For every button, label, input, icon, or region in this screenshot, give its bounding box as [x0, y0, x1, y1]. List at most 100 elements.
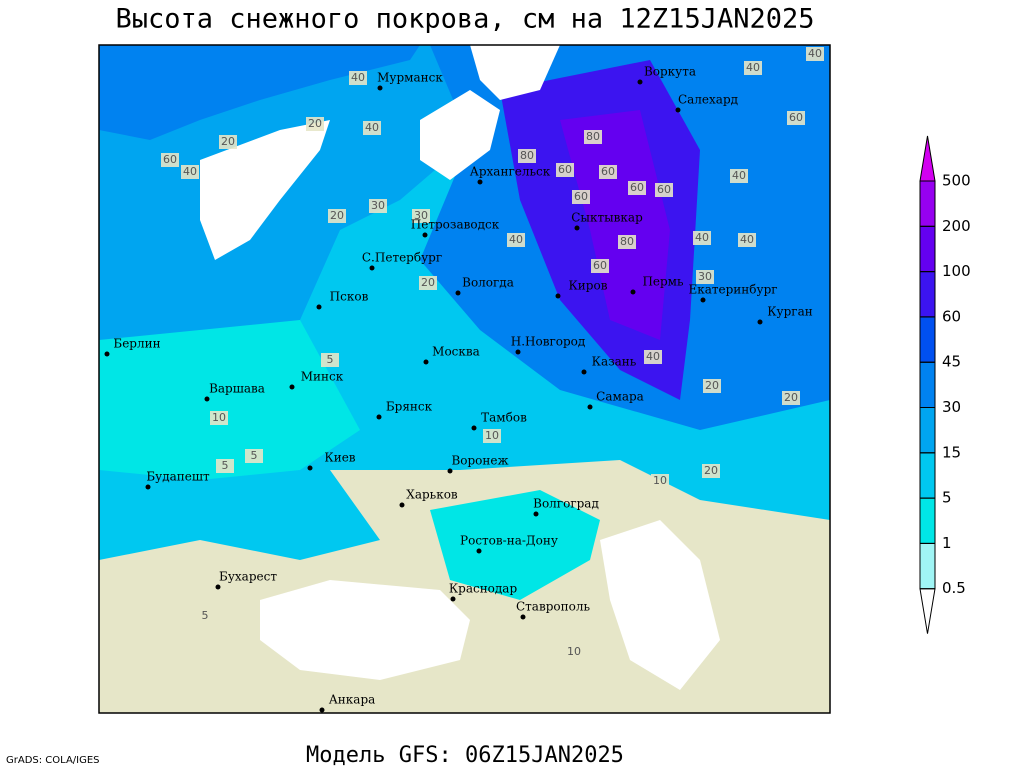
city-dot [399, 502, 405, 508]
contour-label-box [245, 449, 263, 463]
contour-label-box [321, 353, 339, 367]
city-dot [215, 584, 221, 590]
contour-label: 20 [705, 379, 719, 392]
city-label: Самара [596, 390, 644, 404]
contour-label: 5 [202, 609, 209, 622]
city-dot [422, 232, 428, 238]
contour-labels: 40 60 40 20 20 40 20 30 30 80 60 60 80 60 40 80 60 60 40 30… [161, 47, 824, 659]
city-label: Псков [330, 290, 369, 304]
contour-label-box [693, 231, 711, 245]
legend-label: 1 [942, 534, 952, 552]
legend-cap [919, 588, 936, 634]
city-dot [104, 351, 110, 357]
legend-swatch [919, 452, 936, 499]
contour-label-box [591, 259, 609, 273]
city-dot [471, 425, 477, 431]
contour-label-box [703, 379, 721, 393]
contour-label: 60 [574, 190, 588, 203]
contour-label: 40 [183, 165, 197, 178]
legend-label: 45 [942, 353, 961, 371]
city-label: Салехард [678, 93, 738, 107]
contour-label-box [483, 429, 501, 443]
contour-label-box [328, 209, 346, 223]
city-dot [145, 484, 151, 490]
city-dot [316, 304, 322, 310]
legend-label: 60 [942, 307, 961, 325]
contour-label-box [419, 276, 437, 290]
legend-label: 5 [942, 489, 952, 507]
contour-label: 40 [695, 231, 709, 244]
legend-swatch [919, 407, 936, 454]
contour-label-box [696, 270, 714, 284]
city-dot [533, 511, 539, 517]
city-dot [377, 85, 383, 91]
contour-label: 30 [414, 209, 428, 222]
contour-label-box [584, 130, 602, 144]
city-label: Москва [432, 345, 480, 359]
title: Высота снежного покрова, см на 12Z15JAN2… [116, 4, 815, 35]
city-dot [574, 225, 580, 231]
contour-label-box [787, 111, 805, 125]
legend-cap [919, 135, 936, 182]
contour-label: 10 [567, 645, 581, 658]
city-label: Воркута [644, 65, 696, 79]
city-label: С.Петербург [362, 251, 442, 265]
contour-label-box [651, 474, 669, 488]
city-label: Казань [592, 355, 637, 369]
contour-label-box [565, 645, 583, 659]
city-label: Вологда [462, 276, 514, 290]
city-dot [376, 414, 382, 420]
snow-zone [560, 110, 670, 340]
contour-label: 5 [251, 449, 258, 462]
city-label: Ставрополь [516, 600, 590, 614]
legend-label: 200 [942, 217, 971, 235]
city-label: Будапешт [146, 470, 210, 484]
city-label: Анкара [329, 693, 376, 707]
contour-label: 40 [351, 71, 365, 84]
contour-label: 40 [732, 169, 746, 182]
map-frame [98, 44, 831, 714]
city-label: Тамбов [481, 411, 527, 425]
snow-zone [430, 490, 600, 600]
contour-label: 60 [789, 111, 803, 124]
city-label: Курган [767, 305, 812, 319]
sea [420, 90, 500, 180]
city-label: Минск [301, 370, 344, 384]
snow-zone [99, 320, 360, 480]
contour-label-box [806, 47, 824, 61]
contour-label: 60 [657, 183, 671, 196]
city-dot [630, 289, 636, 295]
city-dot [520, 614, 526, 620]
snow-zone [99, 45, 420, 140]
contour-label-box [738, 233, 756, 247]
contour-label-box [196, 609, 214, 623]
contour-label-box [363, 121, 381, 135]
contour-label-box [744, 61, 762, 75]
contour-label: 60 [163, 153, 177, 166]
contour-label-box [216, 459, 234, 473]
city-dot [447, 468, 453, 474]
contour-label-box [702, 464, 720, 478]
contour-label: 10 [485, 429, 499, 442]
legend-swatch [919, 180, 936, 227]
city-label: Воронеж [451, 454, 508, 468]
contour-label: 30 [371, 199, 385, 212]
contour-label-box [730, 169, 748, 183]
city-dot [555, 293, 561, 299]
contour-label: 80 [620, 235, 634, 248]
contour-label: 80 [586, 130, 600, 143]
legend-swatch [919, 542, 936, 590]
contour-label: 30 [698, 270, 712, 283]
contour-label: 60 [593, 259, 607, 272]
contour-label: 40 [808, 47, 822, 60]
city-label: Н.Новгород [511, 335, 586, 349]
contour-label-box [181, 165, 199, 179]
city-dot [476, 548, 482, 554]
city-label: Ростов-на-Дону [460, 534, 558, 548]
legend-swatch [919, 225, 936, 273]
contour-label-box [628, 181, 646, 195]
city-label: Киров [569, 279, 608, 293]
city-dot [581, 369, 587, 375]
city-label: Варшава [209, 382, 265, 396]
legend-label: 0.5 [942, 579, 966, 597]
